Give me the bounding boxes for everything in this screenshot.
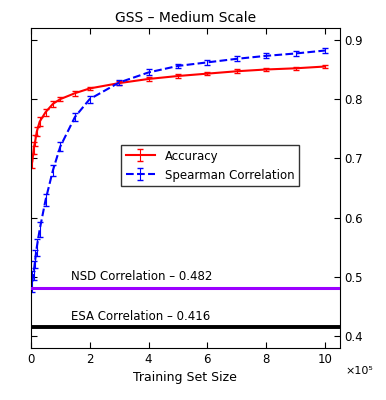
- X-axis label: Training Set Size: Training Set Size: [133, 372, 237, 384]
- Title: GSS – Medium Scale: GSS – Medium Scale: [115, 12, 256, 26]
- Text: NSD Correlation – 0.482: NSD Correlation – 0.482: [71, 270, 212, 284]
- Text: ESA Correlation – 0.416: ESA Correlation – 0.416: [71, 310, 210, 322]
- Text: ×10⁵: ×10⁵: [346, 366, 374, 376]
- Legend: Accuracy, Spearman Correlation: Accuracy, Spearman Correlation: [121, 145, 299, 186]
